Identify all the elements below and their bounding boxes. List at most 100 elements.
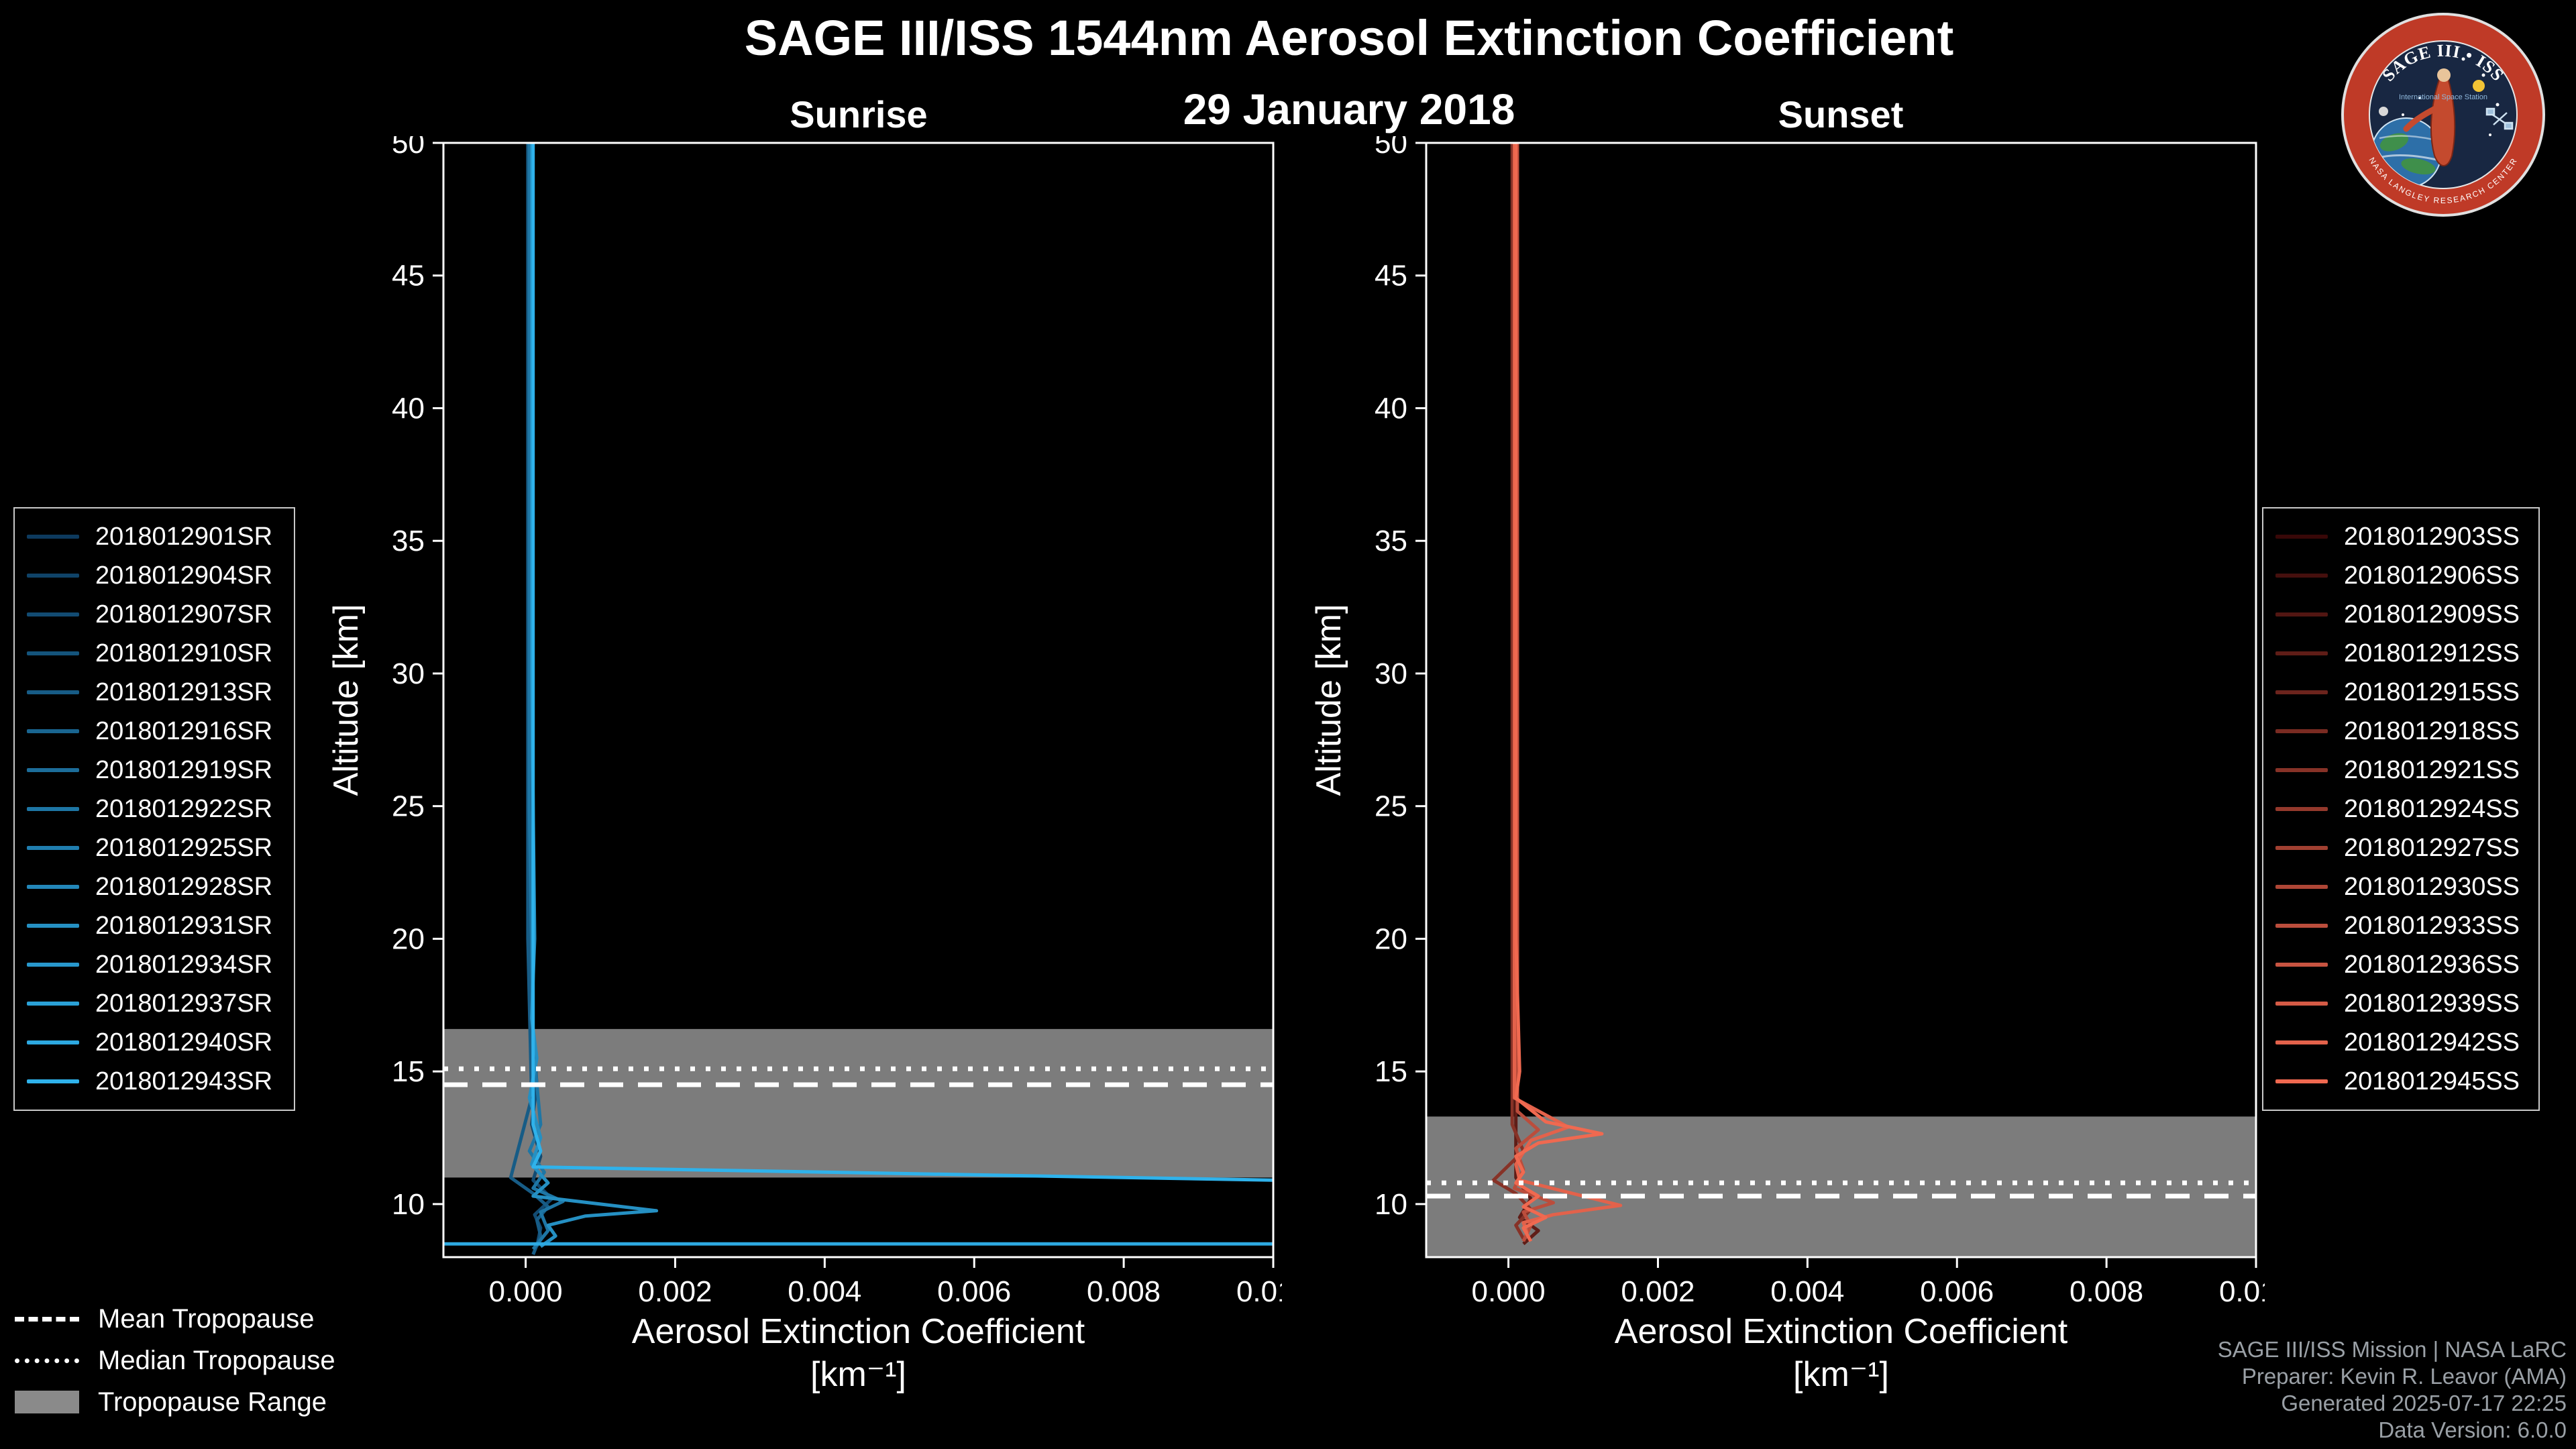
legend-label: 2018012937SR [95,989,273,1018]
x-tick-label: 0.008 [2070,1275,2143,1308]
legend-item: 2018012913SR [27,675,282,710]
footer-generated-line: Generated 2025-07-17 22:25 [2281,1391,2567,1415]
footer-data-version-line: Data Version: 6.0.0 [2378,1417,2567,1442]
legend-color-swatch [2275,690,2328,694]
legend-item: 2018012904SR [27,558,282,593]
legend-color-swatch [27,535,79,539]
legend-item: 2018012912SS [2275,636,2526,671]
legend-item: 2018012907SR [27,597,282,632]
legend-label: 2018012928SR [95,872,273,901]
sunset-event-legend: 2018012903SS 2018012906SS 2018012909SS 2018… [2262,507,2540,1111]
y-tick-label: 45 [1375,260,1407,292]
star-icon [2481,73,2485,77]
legend-item: 2018012943SR [27,1064,282,1099]
legend-color-swatch [27,651,79,655]
legend-label: 2018012931SR [95,911,273,940]
legend-color-swatch [27,807,79,811]
legend-color-swatch [2275,729,2328,733]
y-tick-label: 35 [1375,525,1407,557]
x-tick-label: 0.004 [788,1275,861,1308]
legend-color-swatch [2275,885,2328,889]
legend-color-swatch [2275,1079,2328,1083]
date-subtitle: 29 January 2018 [1183,85,1515,133]
y-tick-label: 40 [1375,392,1407,425]
mean-tropopause-label: Mean Tropopause [98,1303,315,1334]
legend-color-swatch [2275,963,2328,967]
gray-band-icon [15,1391,79,1413]
legend-item: 2018012918SS [2275,714,2526,749]
legend-color-swatch [27,885,79,889]
legend-color-swatch [2275,651,2328,655]
sun-icon [2473,80,2485,92]
legend-label: 2018012930SS [2344,872,2520,901]
footer-mission-line: SAGE III/ISS Mission | NASA LaRC [2217,1337,2567,1362]
extinction-profile-line [1491,143,1533,1240]
legend-label: 2018012940SR [95,1028,273,1057]
y-tick-label: 40 [392,392,425,425]
dashed-line-icon [15,1316,79,1322]
logo-subtitle: International Space Station [2399,93,2487,101]
legend-label: 2018012903SS [2344,522,2520,551]
legend-label: 2018012909SS [2344,600,2520,629]
y-tick-label: 35 [392,525,425,557]
plot-border [1425,142,2257,1258]
legend-label: 2018012915SS [2344,678,2520,706]
y-tick-label: 30 [1375,657,1407,690]
legend-item: 2018012940SR [27,1025,282,1060]
y-tick-label: 10 [392,1188,425,1221]
x-tick-label: 0.008 [1087,1275,1161,1308]
x-axis-units-label: [km⁻¹] [1793,1355,1889,1394]
x-tick-label: 0.000 [489,1275,563,1308]
figure-head [2437,68,2451,82]
y-tick-label: 30 [392,657,425,690]
legend-item: 2018012924SS [2275,792,2526,826]
sunset-panel-title: Sunset [1778,93,1904,136]
legend-color-swatch [2275,807,2328,811]
extinction-profile-line [531,143,1273,1182]
figure-arm [2403,105,2440,132]
legend-item: 2018012919SR [27,753,282,788]
legend-item: 2018012910SR [27,636,282,671]
legend-item: 2018012916SR [27,714,282,749]
legend-label: 2018012942SS [2344,1028,2520,1057]
attribution-footer: SAGE III/ISS Mission | NASA LaRC Prepare… [2218,1336,2567,1444]
legend-label: 2018012901SR [95,522,273,551]
legend-item: 2018012937SR [27,986,282,1021]
legend-color-swatch [27,924,79,928]
legend-color-swatch [27,846,79,850]
legend-item: 2018012922SR [27,792,282,826]
mean-tropopause-legend-item: Mean Tropopause [15,1304,335,1334]
legend-item: 2018012945SS [2275,1064,2526,1099]
page-title: SAGE III/ISS 1544nm Aerosol Extinction C… [744,10,1954,66]
tropopause-range-legend-item: Tropopause Range [15,1387,335,1417]
legend-color-swatch [2275,924,2328,928]
sage-iii-iss-mission-patch: SAGE III • ISS International Space Stati… [2341,13,2545,217]
y-tick-label: 25 [1375,790,1407,823]
legend-label: 2018012907SR [95,600,273,629]
x-tick-label: 0.002 [1621,1275,1695,1308]
legend-label: 2018012918SS [2344,716,2520,745]
legend-item: 2018012931SR [27,908,282,943]
footer-preparer-line: Preparer: Kevin R. Leavor (AMA) [2241,1364,2567,1389]
legend-color-swatch [2275,574,2328,578]
y-tick-label: 45 [392,260,425,292]
legend-label: 2018012904SR [95,561,273,590]
star-icon [2489,133,2491,136]
iss-icon [2485,107,2514,130]
legend-color-swatch [27,1079,79,1083]
legend-color-swatch [27,1040,79,1044]
x-axis-label: Aerosol Extinction Coefficient [632,1312,1085,1351]
y-tick-label: 50 [1375,136,1407,160]
legend-color-swatch [27,768,79,772]
legend-color-swatch [27,729,79,733]
legend-label: 2018012936SS [2344,950,2520,979]
legend-label: 2018012906SS [2344,561,2520,590]
sunrise-panel-title: Sunrise [790,93,928,136]
legend-label: 2018012916SR [95,716,273,745]
legend-item: 2018012903SS [2275,519,2526,554]
star-icon [2461,57,2465,61]
legend-color-swatch [27,963,79,967]
legend-item: 2018012927SS [2275,830,2526,865]
median-tropopause-label: Median Tropopause [98,1345,335,1375]
legend-color-swatch [27,690,79,694]
